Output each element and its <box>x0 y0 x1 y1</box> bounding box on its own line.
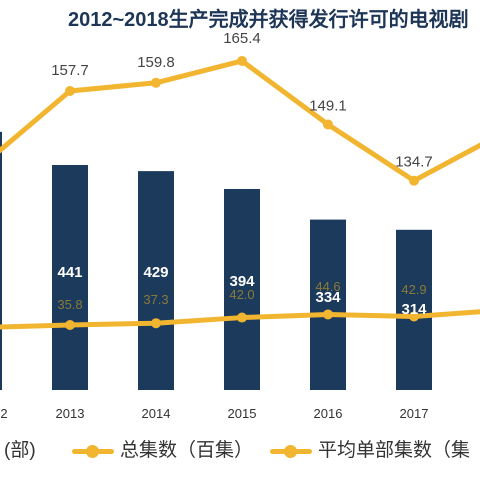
legend-swatch-avg-episodes <box>270 444 312 458</box>
x-tick-label: 2015 <box>228 406 257 421</box>
point-avg-2015 <box>237 312 247 323</box>
data-label-bar-2016: 334 <box>315 289 341 306</box>
data-label-avg-2014: 37.3 <box>143 292 168 307</box>
legend-item-bars: (部) <box>4 436 36 466</box>
data-label-avg-2013: 35.8 <box>57 297 82 312</box>
legend-label-total-episodes: 总集数（百集） <box>120 440 254 461</box>
data-label-bar-2015: 394 <box>229 273 255 290</box>
x-tick-label: 2013 <box>56 406 85 421</box>
data-label-bar-2017: 314 <box>401 301 427 318</box>
data-label-total-2013: 157.7 <box>51 62 89 79</box>
x-tick-label: 2016 <box>314 406 343 421</box>
point-total-2016 <box>323 119 333 130</box>
chart-title: 2012~2018生产完成并获得发行许可的电视剧 <box>68 9 469 31</box>
point-avg-2014 <box>151 318 161 329</box>
legend-item-avg-episodes: 平均单部集数（集 <box>270 436 470 466</box>
legend-label-avg-episodes: 平均单部集数（集 <box>318 440 471 461</box>
point-total-2013 <box>65 85 75 96</box>
x-tick-label: 2 <box>0 406 7 421</box>
bar-2013 <box>52 165 88 390</box>
x-tick-label: 2017 <box>400 406 429 421</box>
bar-2014 <box>138 171 174 390</box>
point-avg-2017 <box>409 311 419 322</box>
data-label-avg-2015: 42.0 <box>229 287 254 302</box>
point-total-2014 <box>151 77 161 88</box>
data-label-total-2017: 134.7 <box>395 154 433 171</box>
bar-2015 <box>224 188 260 390</box>
bar-2012 <box>0 131 2 390</box>
data-label-total-2015: 165.4 <box>223 30 261 47</box>
data-label-avg-2016: 44.6 <box>315 279 340 294</box>
data-label-bar-2013: 441 <box>57 264 82 281</box>
legend-item-total-episodes: 总集数（百集） <box>72 436 253 466</box>
data-label-total-2014: 159.8 <box>137 54 175 71</box>
chart-legend: (部) 总集数（百集） 平均单部集数（集 <box>0 436 480 466</box>
data-label-bar-2014: 429 <box>143 264 168 281</box>
bar-2016 <box>310 219 346 390</box>
point-total-2017 <box>409 175 419 186</box>
legend-label-bars: (部) <box>4 440 36 461</box>
point-avg-2016 <box>323 309 333 320</box>
data-label-avg-2017: 42.9 <box>401 282 426 297</box>
point-avg-2013 <box>65 320 75 330</box>
point-total-2015 <box>237 55 247 66</box>
bar-2017 <box>396 229 432 390</box>
data-label-total-2016: 149.1 <box>309 98 347 115</box>
legend-swatch-total-episodes <box>72 444 114 458</box>
x-tick-label: 2014 <box>142 406 171 421</box>
